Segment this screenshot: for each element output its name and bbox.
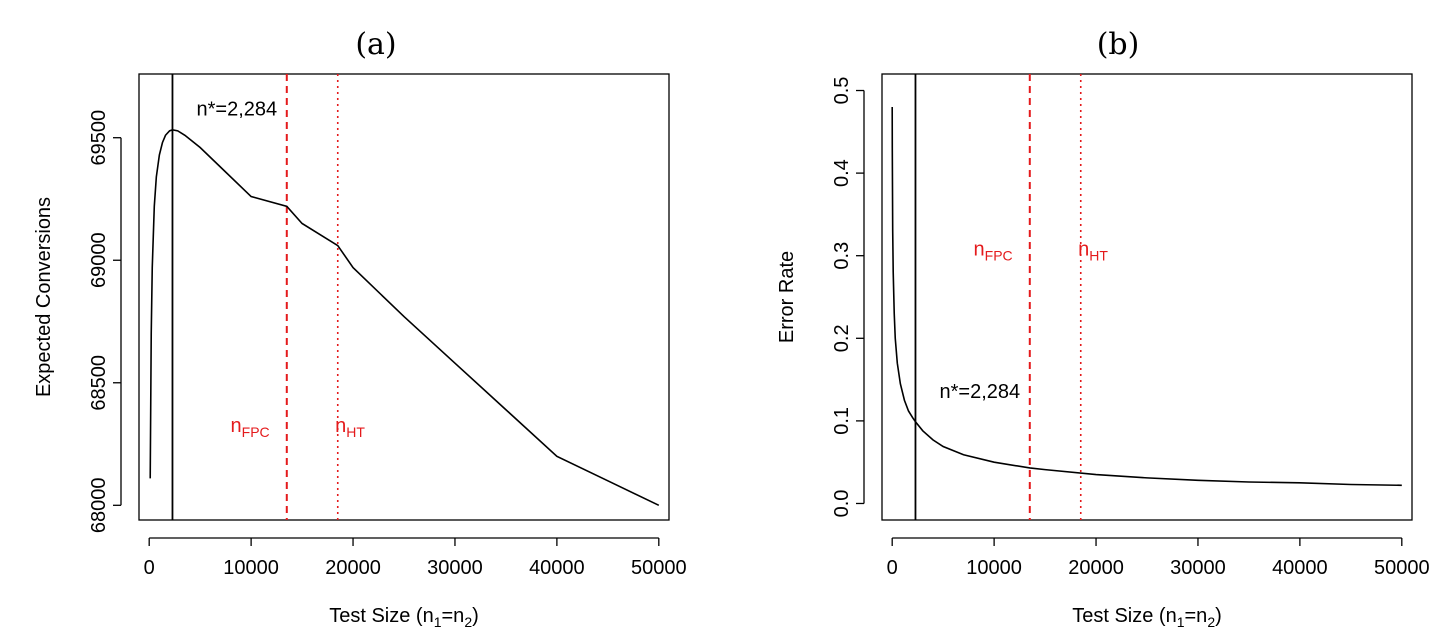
y-tick-label: 0.0: [831, 490, 853, 518]
panel-b-y-ticks: 0.0 0.1 0.2 0.3 0.4 0.5: [831, 77, 865, 518]
y-tick-label: 69500: [88, 110, 110, 166]
panel-a: (a) 0 10000 20000 30000 40000 50000 68000 6850…: [33, 27, 687, 630]
panel-b-series-line: [891, 107, 1402, 487]
y-tick-label: 0.4: [831, 159, 853, 187]
panel-b-x-ticks: 0 10000 20000 30000 40000 50000: [887, 537, 1430, 579]
x-tick-label: 30000: [1170, 557, 1226, 579]
x-tick-label: 40000: [529, 557, 585, 579]
annotation-optimal-n: n*=2,284: [940, 381, 1021, 403]
x-tick-label: 50000: [631, 557, 687, 579]
panel-b-plot-frame: [881, 73, 1413, 521]
x-tick-label: 30000: [427, 557, 483, 579]
x-tick-label: 20000: [325, 557, 381, 579]
panel-b: (b) 0 10000 20000 30000 40000 50000 0.0 0.1 0.2…: [776, 27, 1430, 630]
panel-a-annotations: n*=2,284 nFPC nHT: [197, 99, 366, 440]
panel-a-vlines: [171, 74, 339, 520]
x-tick-label: 40000: [1272, 557, 1328, 579]
y-tick-label: 0.1: [831, 407, 853, 435]
panel-a-x-ticks: 0 10000 20000 30000 40000 50000: [144, 537, 687, 579]
x-tick-label: 10000: [223, 557, 279, 579]
panel-a-plot-frame: [138, 73, 670, 521]
panel-b-title: (b): [1097, 27, 1140, 62]
annotation-n-fpc: nFPC: [231, 415, 270, 440]
panel-a-series-line: [149, 129, 660, 507]
panel-a-y-ticks: 68000 68500 69000 69500: [88, 110, 122, 533]
panel-a-y-axis-label: Expected Conversions: [33, 197, 55, 397]
x-tick-label: 20000: [1068, 557, 1124, 579]
annotation-n-ht: nHT: [335, 415, 365, 440]
panel-b-annotations: n*=2,284 nFPC nHT: [940, 239, 1109, 403]
y-tick-label: 0.5: [831, 77, 853, 105]
y-tick-label: 68000: [88, 477, 110, 533]
panel-a-title: (a): [355, 27, 396, 62]
y-tick-label: 0.2: [831, 324, 853, 352]
x-tick-label: 0: [144, 557, 155, 579]
x-tick-label: 0: [887, 557, 898, 579]
x-tick-label: 50000: [1374, 557, 1430, 579]
annotation-n-ht: nHT: [1078, 239, 1108, 264]
panel-b-vlines: [914, 74, 1082, 520]
annotation-n-fpc: nFPC: [974, 239, 1013, 264]
y-tick-label: 69000: [88, 232, 110, 288]
x-tick-label: 10000: [966, 557, 1022, 579]
y-tick-label: 0.3: [831, 242, 853, 270]
panel-a-x-axis-label: Test Size (n1=n2): [329, 605, 479, 630]
annotation-optimal-n: n*=2,284: [197, 99, 278, 121]
y-tick-label: 68500: [88, 355, 110, 411]
panel-b-x-axis-label: Test Size (n1=n2): [1072, 605, 1222, 630]
panel-b-y-axis-label: Error Rate: [776, 251, 798, 343]
